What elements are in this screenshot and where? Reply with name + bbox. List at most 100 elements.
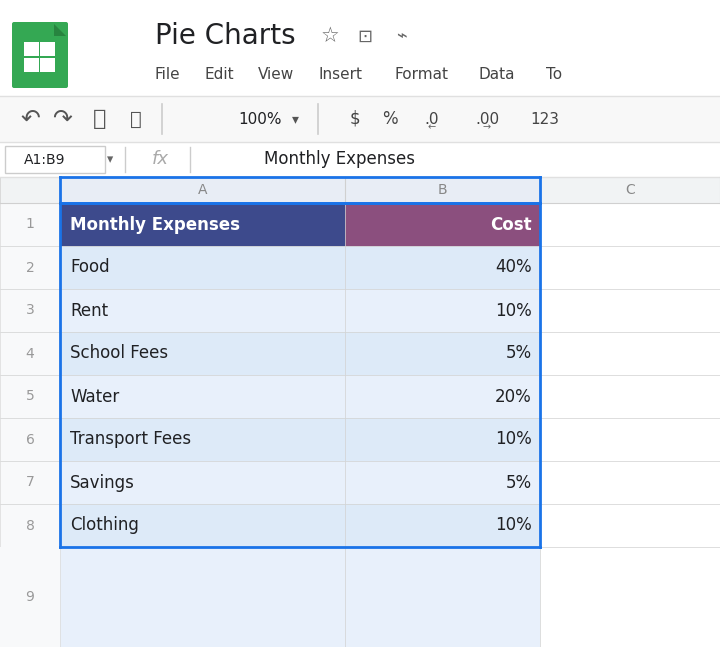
Bar bbox=[0, 375, 60, 418]
Bar bbox=[60, 547, 345, 647]
Bar bbox=[40, 41, 55, 56]
Bar bbox=[0, 332, 60, 375]
Text: Format: Format bbox=[395, 67, 449, 82]
Bar bbox=[540, 332, 720, 375]
Text: 3: 3 bbox=[26, 303, 35, 318]
Text: A: A bbox=[198, 183, 207, 197]
Bar bbox=[345, 547, 540, 647]
Text: ⎙: ⎙ bbox=[94, 109, 107, 129]
Text: ↶: ↶ bbox=[20, 107, 40, 131]
Bar bbox=[0, 177, 720, 203]
Text: 7: 7 bbox=[26, 476, 35, 490]
Text: Savings: Savings bbox=[70, 474, 135, 492]
Text: 9: 9 bbox=[26, 590, 35, 604]
Bar bbox=[345, 418, 540, 461]
Bar bbox=[24, 41, 38, 56]
Text: To: To bbox=[546, 67, 562, 82]
Text: 20%: 20% bbox=[495, 388, 532, 406]
Bar bbox=[0, 289, 60, 332]
Bar bbox=[540, 289, 720, 332]
Text: ↷: ↷ bbox=[52, 107, 72, 131]
Text: Monthly Expenses: Monthly Expenses bbox=[70, 215, 240, 234]
Bar bbox=[345, 375, 540, 418]
Text: A1:B9: A1:B9 bbox=[24, 153, 66, 166]
Text: Rent: Rent bbox=[70, 302, 108, 320]
Text: Clothing: Clothing bbox=[70, 516, 139, 534]
Bar bbox=[540, 504, 720, 547]
Text: ☆: ☆ bbox=[320, 27, 339, 47]
Text: 40%: 40% bbox=[495, 259, 532, 276]
Text: View: View bbox=[258, 67, 294, 82]
Text: ⧉: ⧉ bbox=[130, 109, 142, 129]
Bar bbox=[0, 504, 60, 547]
Text: Transport Fees: Transport Fees bbox=[70, 430, 191, 448]
Text: Data: Data bbox=[478, 67, 515, 82]
Text: Monthly Expenses: Monthly Expenses bbox=[264, 151, 415, 168]
Text: ⌁: ⌁ bbox=[395, 27, 406, 45]
Text: 5%: 5% bbox=[506, 474, 532, 492]
Text: ←: ← bbox=[428, 122, 436, 132]
Bar bbox=[345, 461, 540, 504]
Bar bbox=[5, 146, 105, 173]
Text: .00: .00 bbox=[475, 111, 499, 127]
Text: .0: .0 bbox=[425, 111, 439, 127]
Bar bbox=[60, 461, 345, 504]
Text: C: C bbox=[625, 183, 635, 197]
Bar bbox=[0, 96, 720, 142]
Text: ▾: ▾ bbox=[107, 153, 113, 166]
Text: B: B bbox=[438, 183, 447, 197]
Text: Insert: Insert bbox=[318, 67, 362, 82]
Bar bbox=[60, 246, 345, 289]
Bar bbox=[60, 177, 345, 203]
Polygon shape bbox=[54, 24, 66, 36]
Text: Pie Charts: Pie Charts bbox=[155, 23, 296, 50]
Text: ⊡: ⊡ bbox=[357, 27, 372, 45]
Bar bbox=[540, 461, 720, 504]
Text: →: → bbox=[483, 122, 491, 132]
Bar bbox=[345, 203, 540, 246]
Bar bbox=[60, 504, 345, 547]
Bar bbox=[345, 332, 540, 375]
Bar bbox=[24, 58, 38, 72]
Bar bbox=[40, 58, 55, 72]
Bar bbox=[60, 375, 345, 418]
Text: %: % bbox=[382, 110, 398, 128]
Bar bbox=[0, 461, 60, 504]
FancyBboxPatch shape bbox=[12, 22, 68, 88]
Text: 8: 8 bbox=[26, 518, 35, 532]
Text: 123: 123 bbox=[531, 111, 559, 127]
Text: 1: 1 bbox=[26, 217, 35, 232]
Text: 2: 2 bbox=[26, 261, 35, 274]
Bar bbox=[0, 246, 60, 289]
Bar bbox=[0, 0, 720, 96]
Bar bbox=[540, 177, 720, 203]
Bar bbox=[540, 246, 720, 289]
Bar bbox=[0, 418, 60, 461]
Bar bbox=[345, 504, 540, 547]
Text: Cost: Cost bbox=[490, 215, 532, 234]
Text: Food: Food bbox=[70, 259, 109, 276]
Text: 10%: 10% bbox=[495, 516, 532, 534]
Text: fx: fx bbox=[151, 151, 168, 168]
Text: 4: 4 bbox=[26, 347, 35, 360]
Bar bbox=[60, 289, 345, 332]
Bar bbox=[540, 375, 720, 418]
Bar bbox=[345, 246, 540, 289]
Bar bbox=[540, 418, 720, 461]
Text: ▾: ▾ bbox=[292, 112, 299, 126]
Bar bbox=[345, 177, 540, 203]
Bar bbox=[540, 203, 720, 246]
Bar bbox=[60, 332, 345, 375]
Text: Water: Water bbox=[70, 388, 120, 406]
Text: Edit: Edit bbox=[205, 67, 235, 82]
Bar bbox=[0, 142, 720, 177]
Bar bbox=[60, 418, 345, 461]
Text: 10%: 10% bbox=[495, 302, 532, 320]
Text: File: File bbox=[155, 67, 181, 82]
Text: 6: 6 bbox=[26, 432, 35, 446]
Bar bbox=[345, 289, 540, 332]
Text: 5%: 5% bbox=[506, 344, 532, 362]
Bar bbox=[60, 203, 345, 246]
Text: 5: 5 bbox=[26, 389, 35, 404]
Text: $: $ bbox=[350, 110, 360, 128]
